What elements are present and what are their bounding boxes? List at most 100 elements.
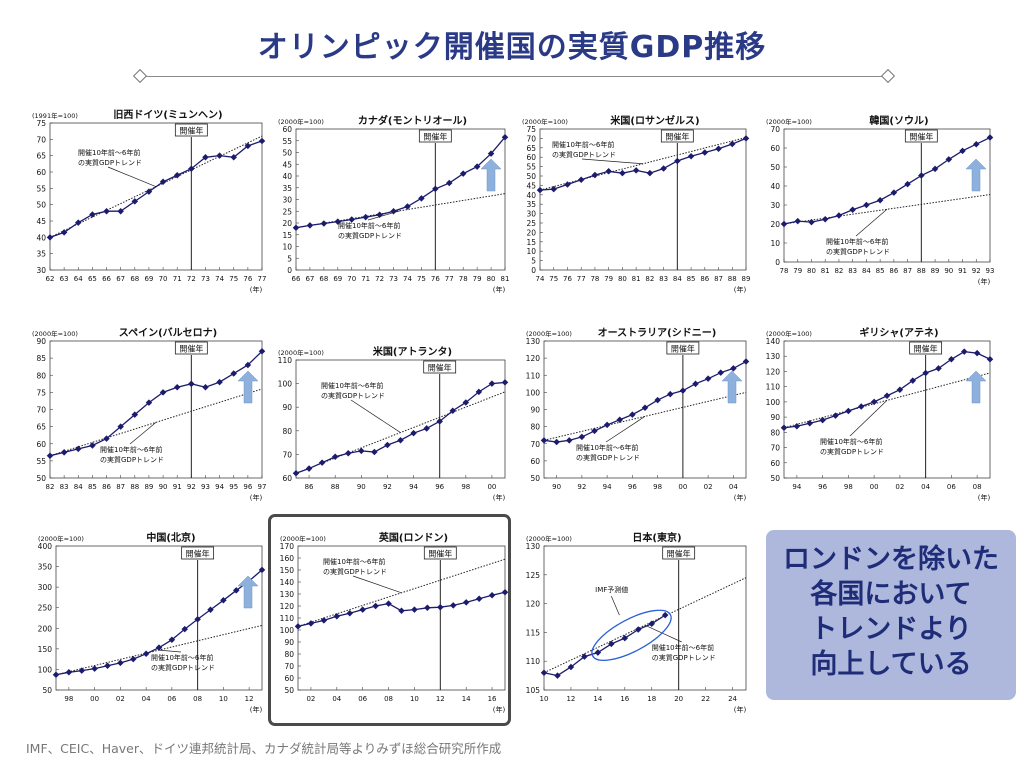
y-tick-label: 120 xyxy=(280,602,295,611)
y-tick-label: 85 xyxy=(36,354,46,363)
data-point xyxy=(488,591,496,599)
data-point xyxy=(715,145,722,152)
x-tick-label: 96 xyxy=(435,483,444,491)
data-point xyxy=(565,437,573,444)
y-tick-label: 80 xyxy=(36,371,46,380)
x-tick-label: 02 xyxy=(704,483,713,491)
data-point xyxy=(410,429,417,437)
x-tick-label: 87 xyxy=(903,267,912,275)
host-year-label: 開催年 xyxy=(667,549,691,559)
y-tick-label: 70 xyxy=(282,450,292,459)
y-tick-label: 70 xyxy=(526,134,536,143)
data-point xyxy=(621,634,629,642)
plot-frame xyxy=(539,128,747,271)
plot-frame xyxy=(783,340,991,479)
callout-line-4: 向上している xyxy=(810,649,972,680)
data-point xyxy=(742,135,750,142)
callout-line-1: ロンドンを除いた xyxy=(783,544,999,575)
x-tick-label: 74 xyxy=(215,275,224,283)
host-year-box xyxy=(418,129,452,143)
y-tick-label: 130 xyxy=(526,542,541,551)
x-tick-label: 91 xyxy=(958,267,967,275)
data-point xyxy=(501,588,509,596)
x-tick-label: 06 xyxy=(947,483,956,491)
y-tick-label: 140 xyxy=(280,578,295,587)
y-tick-label: 0 xyxy=(775,258,780,267)
x-tick-label: 73 xyxy=(389,275,398,283)
up-arrow-icon xyxy=(237,575,259,609)
x-tick-label: 62 xyxy=(46,275,55,283)
y-tick-label: 20 xyxy=(526,228,536,237)
data-point xyxy=(320,220,328,227)
trend-label-line-1: 開催10年前～6年前 xyxy=(826,237,888,246)
data-point xyxy=(244,142,252,150)
data-point xyxy=(344,449,352,457)
x-tick-label: 98 xyxy=(461,483,470,491)
data-point xyxy=(849,206,856,214)
data-point xyxy=(704,375,712,382)
y-tick-label: 10 xyxy=(770,239,780,248)
y-tick-label: 25 xyxy=(526,219,536,228)
y-tick-label: 110 xyxy=(526,657,541,666)
chart-panel-0: 旧西ドイツ(ミュンヘン) (1991年=100) 30 35 40 45 50 55 60 65 7… xyxy=(32,109,266,294)
y-tick-label: 45 xyxy=(282,160,292,169)
x-tick-label: 75 xyxy=(417,275,426,283)
host-year-box xyxy=(666,341,700,355)
y-tick-label: 30 xyxy=(36,266,46,275)
base-year-label: (2000年=100) xyxy=(766,117,812,126)
data-point xyxy=(608,640,615,648)
y-tick-label: 5 xyxy=(531,257,536,266)
y-tick-label: 400 xyxy=(38,542,53,551)
y-tick-label: 45 xyxy=(36,217,46,226)
data-point xyxy=(730,365,737,372)
up-arrow-icon xyxy=(721,370,743,404)
host-year-label: 開催年 xyxy=(179,126,203,136)
year-unit-label: (年) xyxy=(734,493,747,502)
chart-title: 米国(アトランタ) xyxy=(373,345,452,358)
trend-label-line-1: 開催10年前～6年前 xyxy=(652,643,714,652)
x-tick-label: 93 xyxy=(986,267,995,275)
y-tick-label: 60 xyxy=(530,457,540,466)
data-point xyxy=(501,379,509,386)
y-tick-label: 50 xyxy=(282,149,292,158)
chart-title: 米国(ロサンゼルス) xyxy=(610,114,699,127)
x-tick-label: 87 xyxy=(116,483,125,491)
x-tick-label: 82 xyxy=(46,483,55,491)
y-tick-label: 90 xyxy=(282,403,292,412)
x-tick-label: 71 xyxy=(361,275,370,283)
data-point xyxy=(679,387,687,394)
year-unit-label: (年) xyxy=(493,285,506,294)
x-tick-label: 04 xyxy=(921,483,930,491)
data-point xyxy=(459,170,467,177)
x-tick-label: 90 xyxy=(552,483,561,491)
y-tick-label: 15 xyxy=(526,238,536,247)
base-year-label: (2000年=100) xyxy=(526,534,572,543)
data-point xyxy=(605,168,612,175)
y-tick-label: 70 xyxy=(770,125,780,134)
callout-line-3: トレンドより xyxy=(810,614,972,645)
x-tick-label: 68 xyxy=(319,275,328,283)
data-point xyxy=(436,418,443,425)
y-tick-label: 50 xyxy=(36,201,46,210)
data-point xyxy=(475,595,483,603)
trend-label-line-1: 開催10年前～6年前 xyxy=(552,140,614,149)
x-tick-label: 00 xyxy=(678,483,687,491)
data-point xyxy=(619,169,626,177)
trend-line xyxy=(297,558,506,627)
y-tick-label: 40 xyxy=(770,182,780,191)
data-point xyxy=(168,636,176,644)
data-point xyxy=(674,157,681,165)
plot-frame xyxy=(783,128,991,263)
year-unit-label: (年) xyxy=(978,277,991,286)
y-tick-label: 50 xyxy=(770,163,780,172)
data-point xyxy=(632,167,640,174)
y-tick-label: 130 xyxy=(766,352,781,361)
data-point xyxy=(473,163,481,170)
x-tick-label: 85 xyxy=(876,267,885,275)
plot-frame xyxy=(543,545,747,691)
x-tick-label: 14 xyxy=(462,695,471,703)
x-tick-label: 68 xyxy=(130,275,139,283)
x-tick-label: 80 xyxy=(618,275,627,283)
data-point xyxy=(258,348,266,355)
data-point xyxy=(91,665,98,672)
